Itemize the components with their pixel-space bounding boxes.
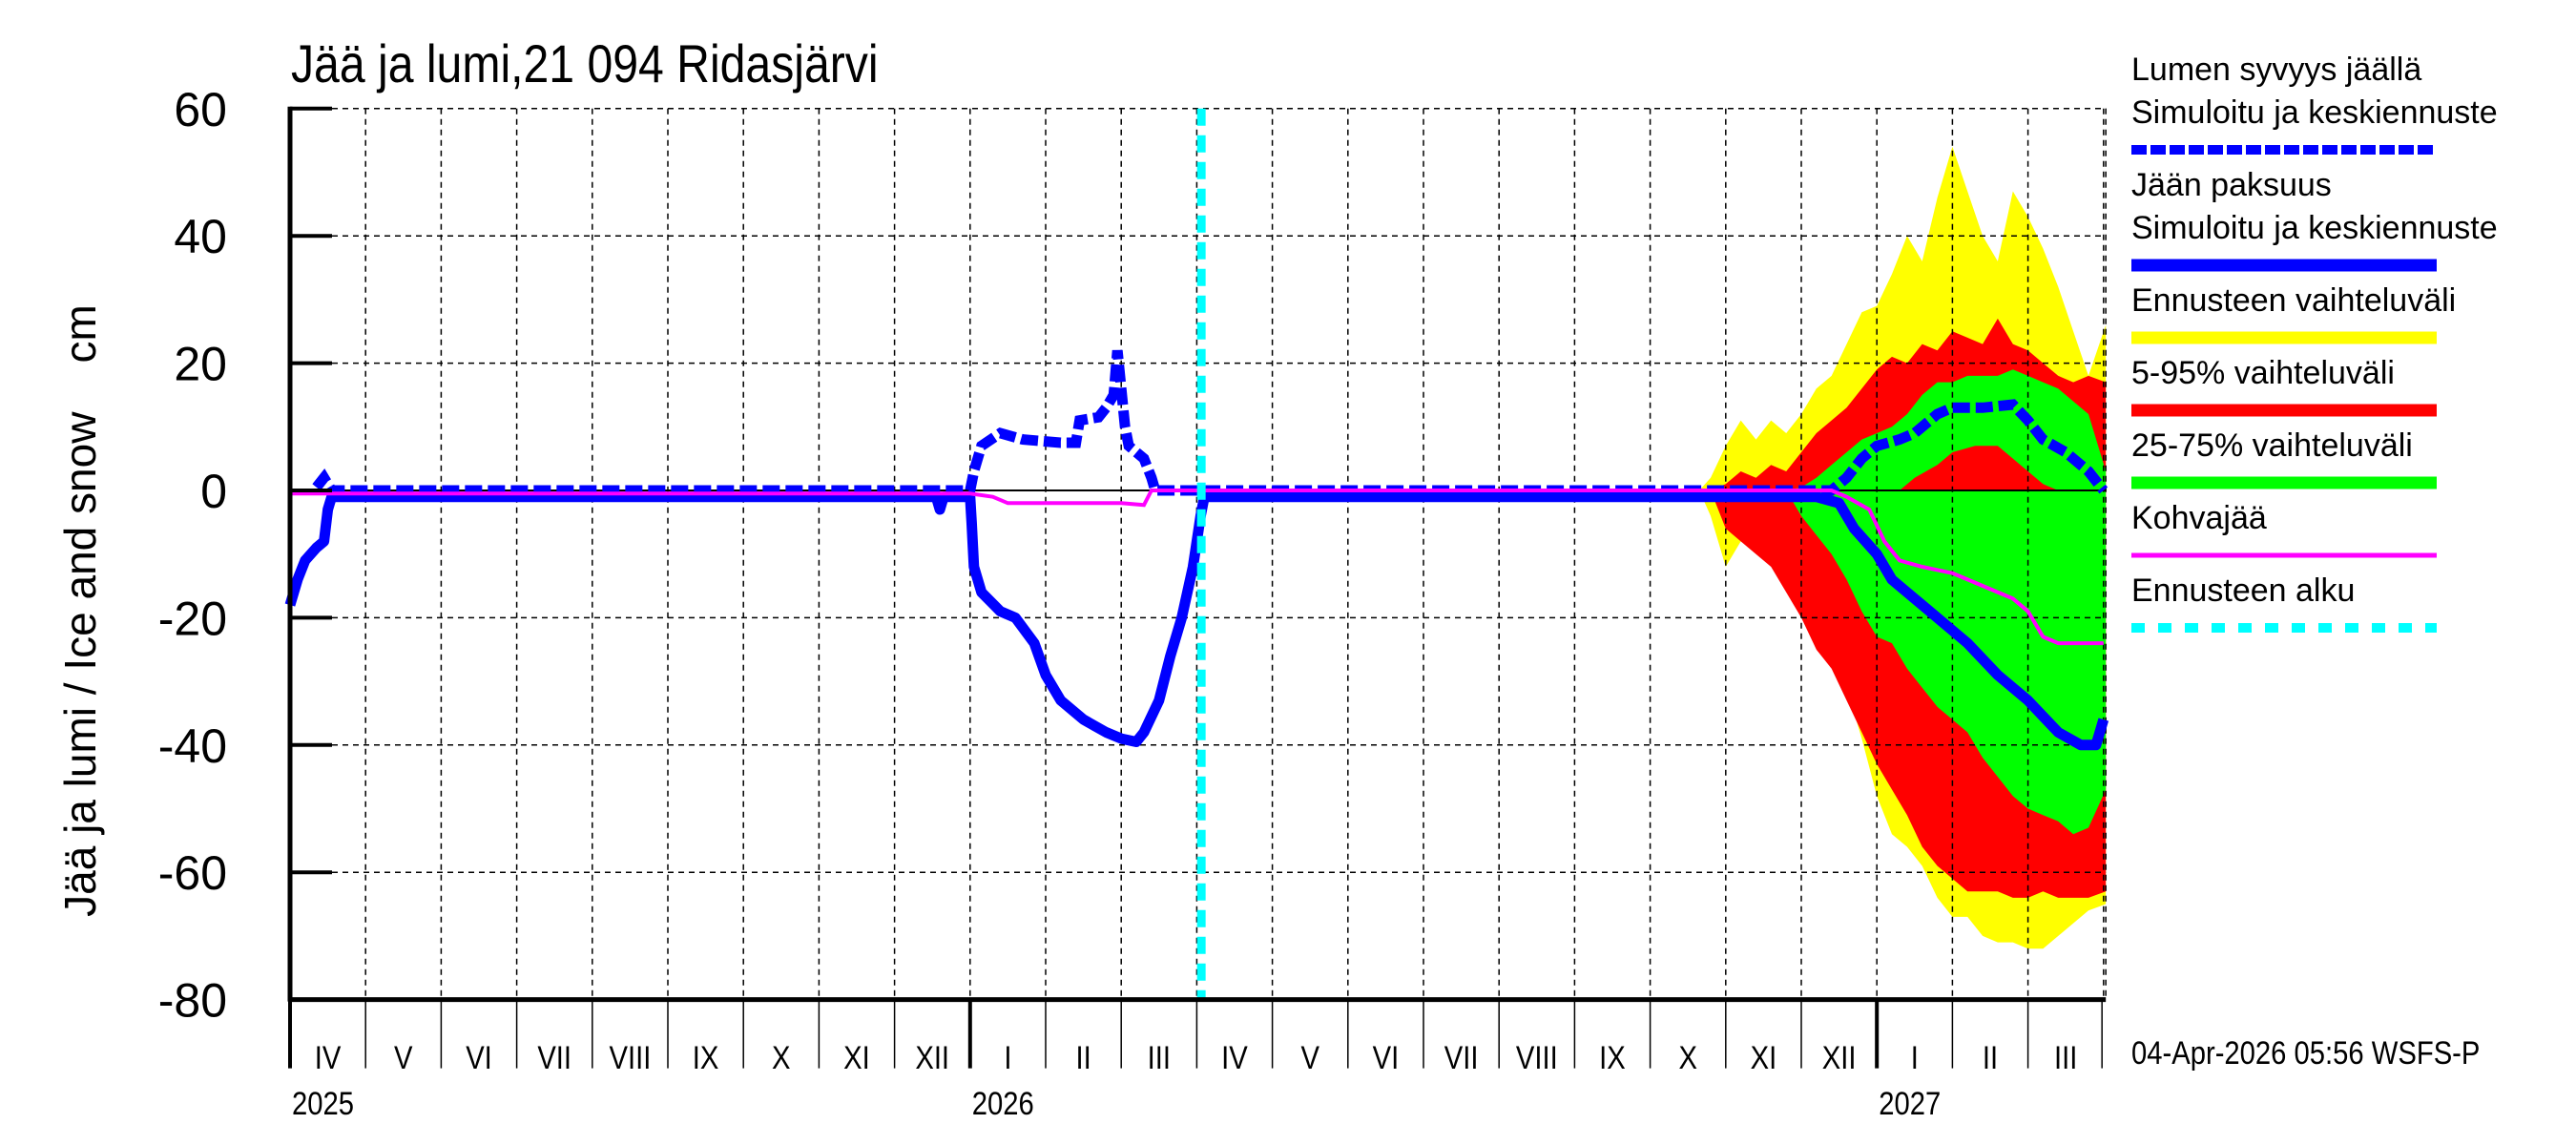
month-label: XI xyxy=(843,1039,870,1076)
legend-item: Jään paksuus Simuloitu ja keskiennuste xyxy=(2131,167,2498,272)
month-label: VII xyxy=(537,1039,571,1076)
y-tick-label: 20 xyxy=(174,338,227,391)
month-label: IV xyxy=(315,1039,342,1076)
legend-item: Ennusteen vaihteluväli xyxy=(2131,282,2456,344)
month-label: V xyxy=(1300,1039,1319,1076)
month-label: III xyxy=(1148,1039,1171,1076)
slush-ice-line xyxy=(290,489,2104,646)
timestamp: 04-Apr-2026 05:56 WSFS-P xyxy=(2131,1034,2480,1072)
year-label: 2027 xyxy=(1879,1085,1941,1122)
legend-item: 25-75% vaihteluväli xyxy=(2131,427,2437,489)
snow-depth-line xyxy=(312,349,2109,496)
legend-sublabel: Simuloitu ja keskiennuste xyxy=(2131,210,2498,246)
y-axis-label: Jää ja lumi / Ice and snow cm xyxy=(55,304,105,917)
y-tick-label: 60 xyxy=(174,83,227,136)
month-label: I xyxy=(1004,1039,1011,1076)
legend-label: Kohvajää xyxy=(2131,500,2267,536)
month-label: VII xyxy=(1444,1039,1479,1076)
month-label: IX xyxy=(1599,1039,1626,1076)
series xyxy=(284,349,2109,751)
chart-title: Jää ja lumi,21 094 Ridasjärvi xyxy=(291,35,879,94)
year-label: 2025 xyxy=(292,1085,354,1122)
month-label: VIII xyxy=(1516,1039,1558,1076)
month-label: VI xyxy=(1373,1039,1400,1076)
month-label: XII xyxy=(1822,1039,1857,1076)
month-label: X xyxy=(1678,1039,1696,1076)
legend-item: Lumen syvyys jäällä Simuloitu ja keskienn… xyxy=(2131,52,2498,155)
y-tick-label: -80 xyxy=(158,974,227,1028)
month-label: VIII xyxy=(609,1039,651,1076)
y-tick-labels: 60 40 20 0 -20 -40 -60 -80 xyxy=(158,83,227,1028)
x-month-labels: IV V VI VII VIII IX X XI XII I II III IV V VI VII VIII IX… xyxy=(315,1039,2078,1076)
month-label: I xyxy=(1911,1039,1919,1076)
legend-label: Jään paksuus xyxy=(2131,167,2332,203)
legend-label: 5-95% vaihteluväli xyxy=(2131,355,2395,391)
legend-sublabel: Simuloitu ja keskiennuste xyxy=(2131,94,2498,131)
month-label: II xyxy=(1075,1039,1091,1076)
y-tick-label: -20 xyxy=(158,592,227,645)
month-label: X xyxy=(772,1039,790,1076)
month-label: XII xyxy=(915,1039,949,1076)
month-label: XI xyxy=(1751,1039,1777,1076)
legend-item: Kohvajää xyxy=(2131,500,2437,558)
legend-label: Ennusteen alku xyxy=(2131,572,2355,609)
ice-thickness-line xyxy=(284,491,2109,751)
grid xyxy=(290,108,2107,1000)
y-tick-label: 40 xyxy=(174,210,227,263)
y-tick-label: 0 xyxy=(200,465,227,518)
legend-label: 25-75% vaihteluväli xyxy=(2131,427,2413,464)
month-label: III xyxy=(2054,1039,2077,1076)
month-label: VI xyxy=(466,1039,492,1076)
legend-label: Lumen syvyys jäällä xyxy=(2131,52,2421,88)
y-tick-label: -40 xyxy=(158,719,227,773)
month-label: IX xyxy=(693,1039,719,1076)
month-label: V xyxy=(394,1039,412,1076)
y-tick-label: -60 xyxy=(158,846,227,900)
band-area xyxy=(1900,446,2059,490)
legend-item: 5-95% vaihteluväli xyxy=(2131,355,2437,417)
x-year-labels: 2025 2026 2027 xyxy=(292,1085,1941,1122)
year-label: 2026 xyxy=(972,1085,1034,1122)
legend: Lumen syvyys jäällä Simuloitu ja keskienn… xyxy=(2131,52,2498,633)
month-label: II xyxy=(1983,1039,1998,1076)
legend-item: Ennusteen alku xyxy=(2131,572,2437,633)
legend-label: Ennusteen vaihteluväli xyxy=(2131,282,2456,319)
forecast-bands xyxy=(1699,146,2107,949)
month-label: IV xyxy=(1221,1039,1248,1076)
axes xyxy=(287,106,2107,1069)
